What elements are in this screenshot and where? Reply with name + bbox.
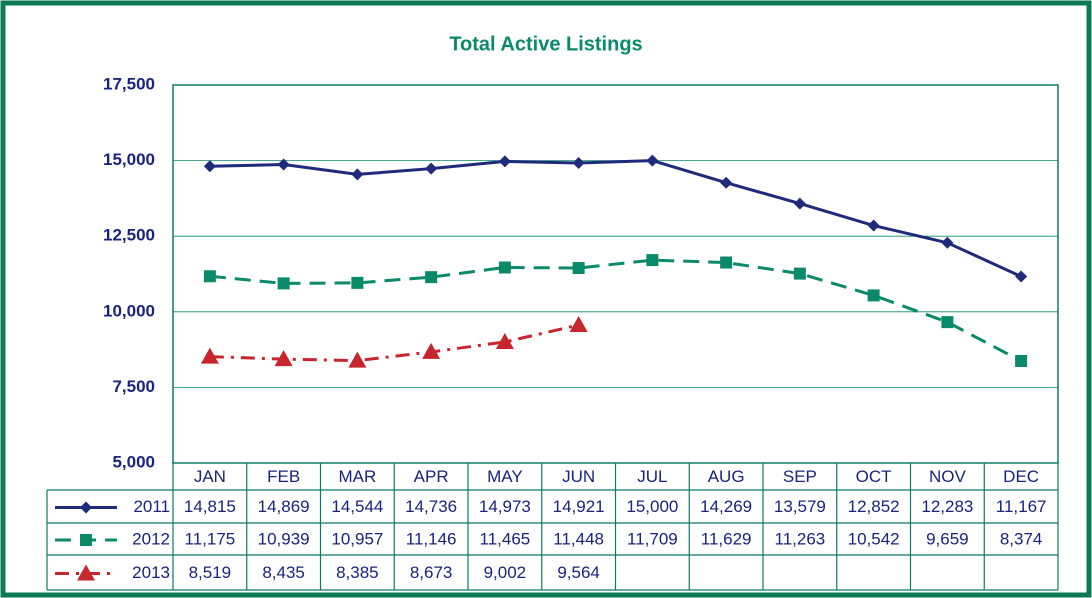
table-value: 14,921 (553, 497, 605, 516)
data-point (425, 271, 438, 284)
data-point (793, 267, 806, 280)
data-point (941, 236, 954, 249)
table-value: 11,709 (627, 529, 678, 548)
data-point (569, 315, 588, 332)
table-value: 11,167 (996, 497, 1047, 516)
table-value: 9,564 (557, 563, 600, 582)
data-point (277, 277, 290, 290)
x-tick-label: OCT (856, 467, 892, 486)
data-point (277, 158, 290, 171)
data-point (495, 332, 514, 349)
data-point (498, 261, 511, 274)
table-value: 11,448 (553, 529, 604, 548)
legend-label: 2011 (133, 497, 170, 516)
data-point (200, 347, 219, 364)
table-value: 11,465 (480, 529, 531, 548)
data-point (572, 156, 585, 169)
table-value: 14,815 (184, 497, 236, 516)
table-value: 14,269 (700, 497, 752, 516)
x-tick-label: APR (414, 467, 449, 486)
data-point (720, 256, 733, 269)
table-value: 10,939 (258, 529, 310, 548)
x-tick-label: MAR (338, 467, 376, 486)
data-point (867, 219, 880, 232)
data-point (351, 168, 364, 181)
x-tick-label: MAY (487, 467, 523, 486)
x-tick-label: SEP (783, 467, 817, 486)
data-point (348, 351, 367, 368)
y-tick-label: 17,500 (103, 74, 155, 93)
table-value: 8,385 (336, 563, 379, 582)
data-point (274, 350, 293, 367)
data-point (572, 262, 585, 275)
table-value: 8,374 (1000, 529, 1043, 548)
x-tick-label: DEC (1003, 467, 1039, 486)
table-value: 14,544 (331, 497, 383, 516)
table-value: 11,175 (185, 529, 236, 548)
data-point (425, 162, 438, 175)
table-value: 9,002 (484, 563, 527, 582)
table-value: 14,869 (258, 497, 310, 516)
series-line (209, 159, 1022, 278)
y-tick-label: 10,000 (103, 301, 155, 320)
table-value: 8,673 (410, 563, 453, 582)
table-value: 14,736 (405, 497, 457, 516)
table-value: 12,852 (848, 497, 900, 516)
table-value: 10,957 (331, 529, 383, 548)
data-point (793, 197, 806, 210)
legend-marker (80, 501, 92, 514)
series-line (209, 258, 1022, 363)
legend-label: 2013 (132, 563, 170, 582)
legend-marker (80, 534, 92, 546)
x-tick-label: JUL (637, 467, 667, 486)
table-value: 9,659 (926, 529, 969, 548)
table-value: 15,000 (626, 497, 678, 516)
y-tick-label: 7,500 (112, 377, 155, 396)
data-point (351, 276, 364, 289)
y-tick-label: 12,500 (103, 226, 155, 245)
x-tick-label: AUG (708, 467, 745, 486)
data-point (422, 342, 441, 359)
table-value: 12,283 (921, 497, 973, 516)
data-point (1015, 270, 1028, 283)
table-value: 11,146 (406, 529, 457, 548)
table-value: 13,579 (774, 497, 826, 516)
data-point (498, 155, 511, 168)
chart-title: Total Active Listings (449, 33, 642, 55)
x-tick-label: FEB (267, 467, 300, 486)
legend-marker (77, 564, 95, 581)
data-point (203, 270, 216, 283)
x-tick-label: NOV (929, 467, 967, 486)
table-value: 14,973 (479, 497, 531, 516)
table-value: 10,542 (848, 529, 900, 548)
table-value: 11,263 (775, 529, 826, 548)
table-value: 11,629 (701, 529, 752, 548)
y-tick-label: 15,000 (103, 150, 155, 169)
legend-label: 2012 (132, 529, 170, 548)
table-value: 8,519 (189, 563, 232, 582)
data-point (646, 154, 659, 167)
y-tick-label: 5,000 (112, 452, 155, 471)
data-point (720, 176, 733, 189)
x-tick-label: JAN (194, 467, 226, 486)
data-point (867, 289, 880, 302)
x-tick-label: JUN (562, 467, 595, 486)
data-point (941, 316, 954, 329)
data-point (1015, 354, 1028, 367)
table-value: 8,435 (262, 563, 305, 582)
data-point (203, 160, 216, 173)
data-point (646, 254, 659, 267)
